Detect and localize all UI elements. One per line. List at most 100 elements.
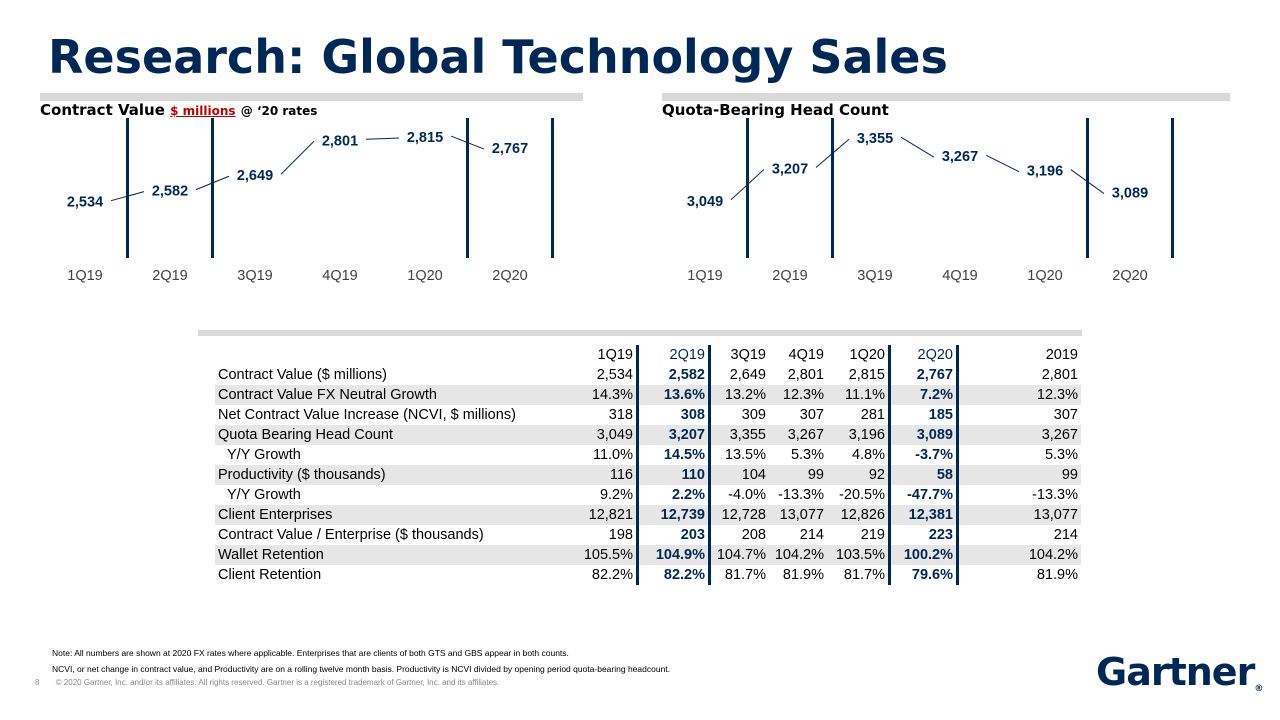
table-cell: 116 bbox=[561, 465, 638, 485]
table-cell: 82.2% bbox=[591, 567, 633, 583]
table-top-rule bbox=[198, 330, 1082, 336]
table-cell: 13,077 bbox=[769, 505, 827, 525]
table-cell: 81.7% bbox=[724, 567, 766, 583]
data-label: 3,207 bbox=[772, 161, 808, 177]
col-header: 2019 bbox=[1045, 347, 1078, 363]
table-cell: 2,582 bbox=[636, 365, 711, 385]
x-tick-label: 2Q20 bbox=[1112, 268, 1147, 284]
row-label: Contract Value ($ millions) bbox=[218, 367, 387, 383]
row-label: Wallet Retention bbox=[215, 545, 561, 565]
contract-value-unit: $ millions bbox=[170, 104, 236, 118]
data-label: 3,355 bbox=[857, 131, 893, 147]
table-cell: 308 bbox=[636, 405, 711, 425]
table-cell: -47.7% bbox=[888, 485, 959, 505]
data-label: 2,815 bbox=[407, 130, 443, 146]
table-cell: 223 bbox=[888, 525, 959, 545]
table-cell: 5.3% bbox=[790, 447, 824, 463]
table-cell: 81.7% bbox=[843, 567, 885, 583]
row-label: Contract Value FX Neutral Growth bbox=[215, 385, 561, 405]
series-connector bbox=[365, 137, 400, 140]
x-tick-label: 2Q20 bbox=[492, 268, 527, 284]
col-header: 2Q20 bbox=[888, 345, 959, 365]
table-cell: 12,821 bbox=[561, 505, 638, 525]
series-connector bbox=[110, 191, 145, 202]
row-label: Client Retention bbox=[218, 567, 322, 583]
series-connector bbox=[195, 175, 230, 191]
table-cell: 103.5% bbox=[827, 545, 890, 565]
footnote-2: NCVI, or net change in contract value, a… bbox=[52, 664, 671, 674]
table-cell: 12,381 bbox=[888, 505, 959, 525]
table-cell: -3.7% bbox=[888, 445, 959, 465]
table-cell: 104.2% bbox=[769, 545, 827, 565]
table-cell: 12,826 bbox=[827, 505, 890, 525]
page-number: 8 bbox=[35, 678, 40, 687]
table-cell: 3,049 bbox=[561, 425, 638, 445]
table-cell: 3,196 bbox=[827, 425, 890, 445]
copyright-text: © 2020 Gartner, Inc. and/or its affiliat… bbox=[55, 678, 500, 687]
table-cell: 79.6% bbox=[888, 565, 959, 585]
x-tick-label: 1Q19 bbox=[67, 268, 102, 284]
logo-text: Gartner bbox=[1096, 650, 1255, 694]
x-tick-label: 4Q19 bbox=[942, 268, 977, 284]
table-cell: 11.0% bbox=[592, 447, 633, 463]
table-cell: 3,207 bbox=[636, 425, 711, 445]
table-cell: 203 bbox=[636, 525, 711, 545]
headcount-chart: 3,049 3,207 3,355 3,267 3,196 3,089 1Q19 2Q19 3Q… bbox=[687, 118, 1174, 284]
table-cell: 81.9% bbox=[1036, 567, 1078, 583]
table-cell: 5.3% bbox=[1044, 447, 1078, 463]
table-cell: 12.3% bbox=[957, 385, 1081, 405]
data-label: 3,196 bbox=[1027, 164, 1063, 180]
table-cell: -20.5% bbox=[839, 487, 885, 503]
table-cell: 2,534 bbox=[596, 367, 633, 383]
data-label: 2,801 bbox=[322, 133, 358, 149]
table-cell: 4.8% bbox=[851, 447, 885, 463]
table-cell: 9.2% bbox=[599, 487, 633, 503]
series-connector bbox=[730, 169, 765, 201]
table-cell: 2,801 bbox=[787, 367, 824, 383]
table-cell: 13,077 bbox=[957, 505, 1081, 525]
col-header: 2Q19 bbox=[636, 345, 711, 365]
data-label: 2,649 bbox=[237, 168, 273, 184]
data-label: 2,582 bbox=[152, 184, 188, 200]
col-header: 3Q19 bbox=[730, 347, 766, 363]
table-cell: 104.2% bbox=[957, 545, 1081, 565]
table-cell: 104.7% bbox=[709, 545, 769, 565]
series-connector bbox=[900, 136, 935, 158]
table-row: Y/Y Growth 9.2% 2.2% -4.0% -13.3% -20.5% -47.7… bbox=[215, 485, 1081, 505]
table-cell: 105.5% bbox=[561, 545, 638, 565]
headcount-chart-title: Quota-Bearing Head Count bbox=[662, 101, 889, 119]
col-header: 4Q19 bbox=[788, 347, 824, 363]
table-row: Contract Value FX Neutral Growth 14.3% 13.… bbox=[215, 385, 1081, 405]
table-cell: 12,728 bbox=[709, 505, 769, 525]
headcount-rule bbox=[662, 93, 1230, 101]
table-cell: 3,267 bbox=[769, 425, 827, 445]
table-cell: 318 bbox=[608, 407, 633, 423]
table-cell: 214 bbox=[799, 527, 824, 543]
x-tick-label: 3Q19 bbox=[237, 268, 272, 284]
footnote-1: Note: All numbers are shown at 2020 FX r… bbox=[52, 648, 569, 658]
table-cell: 198 bbox=[608, 527, 633, 543]
col-header: 1Q20 bbox=[849, 347, 885, 363]
table-cell: 2,815 bbox=[848, 367, 885, 383]
table-cell: 309 bbox=[741, 407, 766, 423]
series-connector bbox=[280, 140, 315, 175]
registered-mark-icon: ® bbox=[1254, 684, 1264, 694]
table-cell: 81.9% bbox=[782, 567, 824, 583]
table-row: Contract Value ($ millions) 2,534 2,582 2,6… bbox=[215, 365, 1081, 385]
series-connector bbox=[1070, 169, 1105, 194]
table-cell: 7.2% bbox=[888, 385, 959, 405]
table-cell: 13.5% bbox=[724, 447, 766, 463]
table-row: Client Retention 82.2% 82.2% 81.7% 81.9% 81.7… bbox=[215, 565, 1081, 585]
table-cell: 82.2% bbox=[636, 565, 711, 585]
table-cell: 92 bbox=[827, 465, 890, 485]
table-cell: 13.6% bbox=[636, 385, 711, 405]
table-cell: 12.3% bbox=[769, 385, 827, 405]
table-cell: -13.3% bbox=[1032, 487, 1078, 503]
table-cell: 11.1% bbox=[827, 385, 890, 405]
gartner-logo: Gartner® bbox=[1096, 650, 1263, 694]
contract-value-chart: 2,534 2,582 2,649 2,801 2,815 2,767 1Q19 2Q19 3Q… bbox=[67, 118, 554, 284]
table-cell: 14.3% bbox=[561, 385, 638, 405]
series-connector bbox=[815, 138, 850, 168]
row-label: Quota Bearing Head Count bbox=[215, 425, 561, 445]
col-header: 1Q19 bbox=[597, 347, 633, 363]
